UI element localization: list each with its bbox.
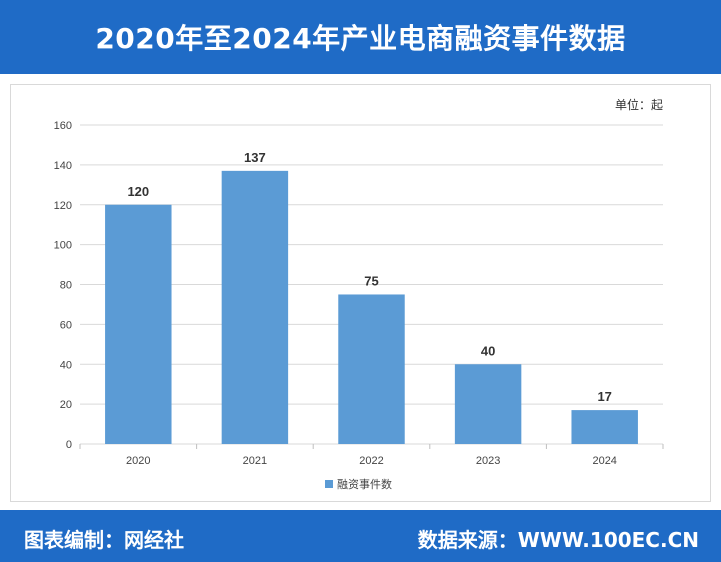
bar-chart: 0 20 40 60 80 100 120 140 160 120 2020 137 2021 75 202… (54, 120, 664, 491)
y-tick-label: 160 (54, 120, 72, 132)
bar-2022 (338, 294, 405, 444)
footer-credit: 图表编制：网经社 (24, 528, 184, 552)
footer-source: 数据来源：WWW.100EC.CN (417, 528, 699, 552)
x-tick-label: 2020 (126, 455, 150, 467)
data-label-2022: 75 (364, 273, 378, 288)
bar-2020 (105, 204, 172, 444)
y-tick-label: 20 (60, 399, 72, 411)
y-tick-label: 60 (60, 319, 72, 331)
y-tick-label: 0 (66, 439, 72, 451)
legend-swatch (325, 480, 333, 488)
x-tick-label: 2024 (592, 455, 616, 467)
unit-label: 单位：起 (614, 98, 663, 112)
data-label-2023: 40 (481, 343, 495, 358)
bar-2021 (221, 170, 289, 444)
x-tick-label: 2023 (476, 455, 500, 467)
x-tick-label: 2022 (359, 455, 383, 467)
y-tick-label: 80 (60, 280, 72, 292)
header-banner: 2020年至2024年产业电商融资事件数据 (0, 0, 721, 74)
y-tick-label: 100 (54, 240, 72, 252)
y-tick-label: 40 (60, 359, 72, 371)
y-tick-label: 120 (54, 200, 72, 212)
data-label-2024: 17 (597, 389, 611, 404)
data-label-2021: 137 (244, 150, 266, 165)
footer-banner: 图表编制：网经社 数据来源：WWW.100EC.CN (0, 510, 721, 562)
legend-label: 融资事件数 (337, 478, 392, 491)
bar-2023 (454, 364, 522, 444)
bar-2024 (571, 410, 638, 444)
data-label-2020: 120 (127, 184, 149, 199)
x-tick-label: 2021 (243, 455, 267, 467)
page-title: 2020年至2024年产业电商融资事件数据 (95, 22, 626, 55)
y-tick-label: 140 (54, 160, 72, 172)
